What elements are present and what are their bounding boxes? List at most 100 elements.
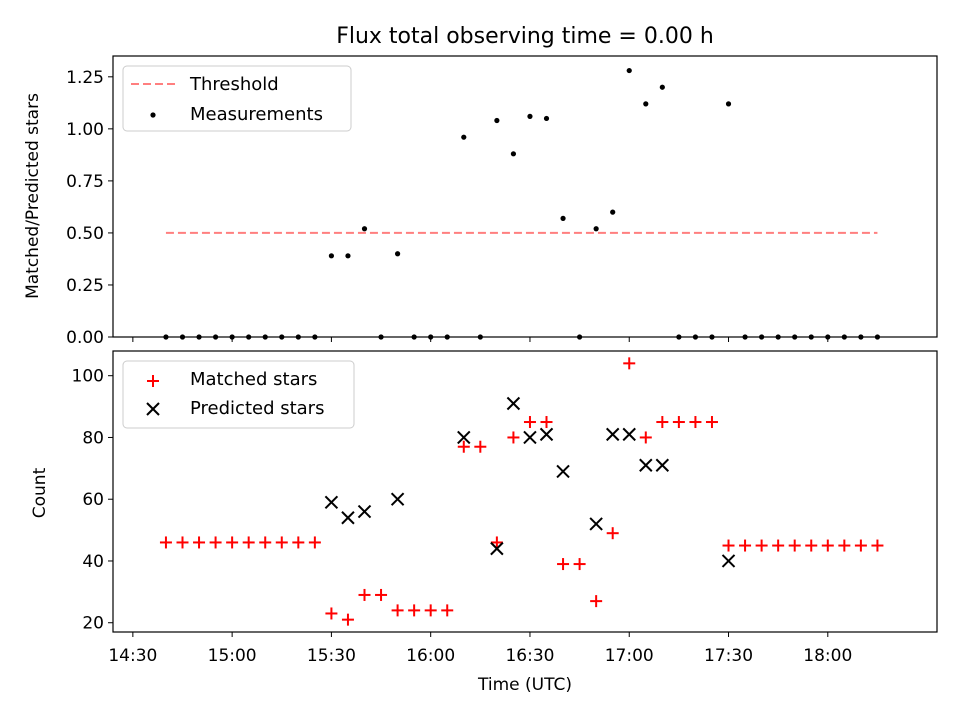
measurement-point <box>163 334 169 340</box>
predicted-stars-point <box>506 396 521 411</box>
measurement-point <box>378 334 384 340</box>
measurement-point <box>345 253 351 259</box>
measurement-point <box>295 334 301 340</box>
predicted-stars-point <box>357 504 372 519</box>
measurement-point <box>179 334 186 340</box>
matched-stars-point <box>540 416 553 429</box>
predicted-stars-point <box>324 495 339 510</box>
predicted-stars-point <box>639 458 653 472</box>
measurement-point <box>659 84 665 90</box>
matched-stars-point <box>739 539 752 552</box>
predicted-stars-point <box>655 458 670 472</box>
measurement-point <box>229 334 235 340</box>
measurement-point <box>461 134 467 140</box>
matched-stars-point <box>507 431 520 444</box>
measurement-point <box>196 334 202 340</box>
y-tick-label: 40 <box>82 552 104 572</box>
measurement-point <box>477 334 483 340</box>
measurement-point <box>428 334 434 340</box>
x-tick-label: 14:30 <box>108 646 157 666</box>
predicted-stars-point <box>622 427 636 442</box>
legend-measurements-swatch <box>150 112 156 118</box>
bottom-legend: Matched stars Predicted stars <box>122 360 355 429</box>
matched-stars-point <box>358 588 371 601</box>
bottom-panel-y-axis: 20 40 60 80 100 <box>72 367 113 634</box>
x-axis-label: Time (UTC) <box>477 675 572 695</box>
measurement-point <box>212 334 219 340</box>
measurement-point <box>543 115 550 122</box>
matched-stars-point <box>623 357 636 370</box>
measurement-point <box>560 215 566 221</box>
measurement-point <box>246 334 252 340</box>
matched-stars-point <box>424 604 437 617</box>
matched-stars-point <box>159 536 172 549</box>
top-panel: 0.00 0.25 0.50 0.75 1.00 1.25 Matched/Predict… <box>23 55 938 348</box>
matched-stars-point <box>275 536 288 549</box>
bottom-panel-ylabel: Count <box>30 467 50 518</box>
x-tick-label: 17:30 <box>704 646 753 666</box>
legend-threshold-label: Threshold <box>189 74 279 95</box>
legend-matched-label: Matched stars <box>190 369 317 390</box>
matched-stars-point <box>772 539 785 552</box>
predicted-stars-point <box>589 517 603 531</box>
measurement-point <box>444 334 450 340</box>
y-tick-label: 0.50 <box>66 224 104 244</box>
predicted-stars-point <box>721 554 736 568</box>
predicted-stars-point <box>539 427 554 442</box>
predicted-stars-point <box>490 541 504 556</box>
matched-stars-point <box>788 539 801 552</box>
matched-stars-point <box>656 416 669 429</box>
x-tick-label: 18:00 <box>803 646 852 666</box>
matched-stars-point <box>391 604 404 617</box>
top-panel-y-axis: 0.00 0.25 0.50 0.75 1.00 1.25 <box>66 68 113 348</box>
matched-stars-point <box>308 536 321 549</box>
measurement-point <box>510 151 517 157</box>
legend-matched-swatch <box>147 375 159 387</box>
measurement-point <box>725 101 732 107</box>
measurement-point <box>825 334 831 340</box>
matched-stars-point <box>341 613 354 626</box>
y-tick-label: 0.75 <box>66 172 104 192</box>
matched-stars-point <box>639 431 652 444</box>
measurement-point <box>858 334 864 340</box>
measurement-point <box>328 253 335 259</box>
matched-stars-point <box>755 539 768 552</box>
measurement-point <box>610 209 616 215</box>
measurement-point <box>361 226 368 232</box>
matched-stars-point <box>854 539 867 552</box>
matched-stars-point <box>193 536 206 549</box>
y-tick-label: 100 <box>72 367 104 387</box>
matched-stars-point <box>573 558 586 571</box>
y-tick-label: 0.00 <box>66 328 104 348</box>
matched-stars-point <box>722 539 735 552</box>
measurement-point <box>643 101 649 107</box>
measurement-point <box>411 334 417 340</box>
measurement-point <box>692 334 699 340</box>
matched-stars-point <box>292 536 305 549</box>
x-tick-label: 17:00 <box>605 646 654 666</box>
matched-stars-point <box>474 440 487 453</box>
matched-stars-point <box>457 440 470 453</box>
top-panel-plot-area <box>163 67 881 340</box>
measurement-point <box>494 117 500 124</box>
predicted-stars-point <box>390 492 405 506</box>
y-tick-label: 80 <box>82 428 104 448</box>
bottom-panel-frame <box>112 350 938 633</box>
measurement-point <box>577 334 583 340</box>
legend-predicted-swatch <box>146 402 160 416</box>
y-tick-label: 20 <box>82 614 104 634</box>
chart-title: Flux total observing time = 0.00 h <box>336 24 714 49</box>
measurement-point <box>759 334 765 340</box>
matched-stars-point <box>805 539 818 552</box>
y-tick-label: 60 <box>82 490 104 510</box>
matched-stars-point <box>209 536 222 549</box>
x-tick-label: 15:30 <box>307 646 356 666</box>
measurement-point <box>742 334 748 340</box>
matched-stars-point <box>689 416 702 429</box>
bottom-panel-plot-area <box>159 357 884 626</box>
predicted-stars-point <box>605 427 620 442</box>
matched-stars-point <box>672 416 685 429</box>
top-panel-ylabel: Matched/Predicted stars <box>23 93 43 299</box>
x-tick-label: 15:00 <box>208 646 257 666</box>
